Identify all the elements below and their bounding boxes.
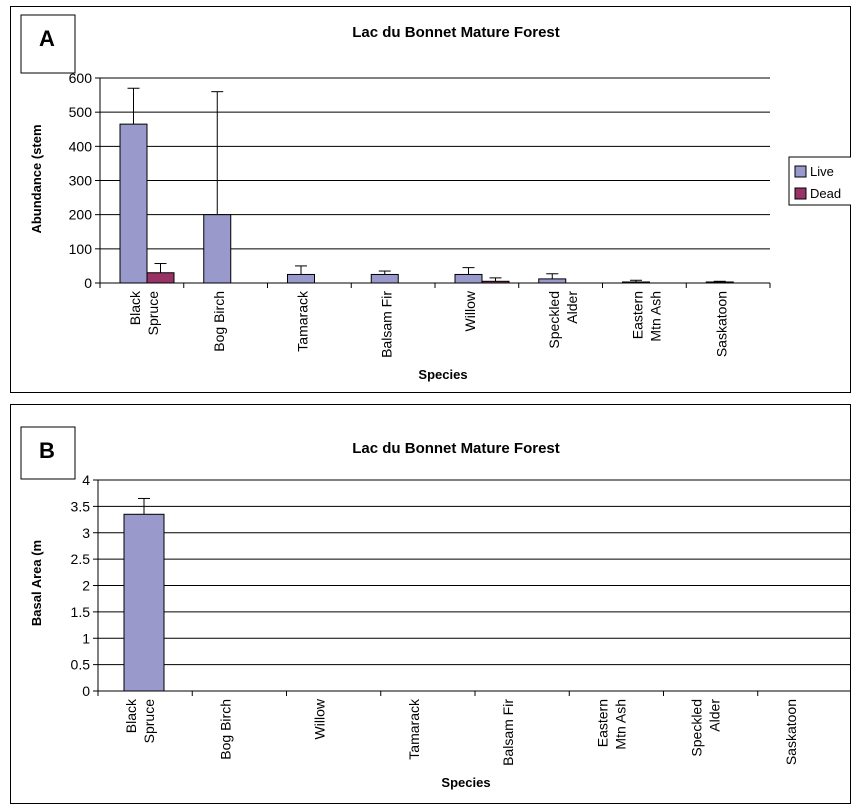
legend-swatch-live: [794, 165, 807, 178]
bar-live: [622, 281, 650, 284]
x-category-label: Balsam Fir: [378, 291, 394, 358]
x-axis-title: Species: [441, 775, 490, 790]
panel-letter-overlay: B: [39, 438, 55, 463]
legend-swatch-dead: [794, 187, 807, 200]
chart-panel-b: Lac du Bonnet Mature Forest B 0 0.5 1 1.5 2 2.5…: [10, 404, 851, 804]
y-tick-label: 0: [84, 275, 92, 291]
y-tick-label: 3.5: [71, 498, 91, 514]
legend-label-dead: Dead: [810, 186, 841, 201]
y-tick-label: 2: [82, 578, 90, 594]
chart-a-svg: Lac du Bonnet Mature Forest A 0 100 200 300 40…: [20, 14, 851, 382]
bar-live: [203, 214, 232, 284]
x-category-label: Alder: [564, 291, 580, 324]
x-category-label: Mtn Ash: [648, 291, 664, 342]
x-category-label: Willow: [312, 698, 328, 739]
y-axis-title: Abundance (stem: [29, 124, 44, 233]
bar-live: [454, 273, 483, 284]
x-category-label: Alder: [707, 699, 723, 732]
bar-value: [123, 513, 165, 692]
x-category-label: Saskatoon: [713, 291, 729, 357]
x-category-label: Mtn Ash: [612, 699, 628, 750]
x-category-label: Willow: [462, 290, 478, 331]
bar-live: [287, 273, 315, 284]
x-category-label: Saskatoon: [783, 699, 799, 765]
x-category-label: Bog Birch: [211, 291, 227, 352]
bar-live: [370, 273, 399, 284]
bar-live: [538, 278, 567, 284]
y-tick-label: 0: [82, 683, 90, 699]
chart-title: Lac du Bonnet Mature Forest: [352, 440, 560, 457]
x-category-label: Balsam Fir: [500, 699, 516, 766]
bar-dead: [146, 272, 175, 284]
panel-letter-box-overlay: [20, 14, 76, 74]
y-tick-label: 2.5: [71, 551, 91, 567]
y-tick-label: 500: [69, 104, 93, 120]
x-axis-title: Species: [418, 367, 467, 382]
x-category-label: Spruce: [141, 699, 157, 744]
x-category-label: Tamarack: [406, 698, 422, 760]
y-tick-label: 1: [82, 630, 90, 646]
bar-dead: [481, 280, 510, 284]
x-category-label: Speckled: [546, 291, 562, 349]
chart-b-svg: Lac du Bonnet Mature Forest B 0 0.5 1 1.5 2 2.5…: [20, 426, 851, 790]
x-category-label: Eastern: [630, 291, 646, 339]
y-tick-label: 100: [69, 241, 93, 257]
x-category-label: Tamarack: [295, 290, 311, 352]
chart-panel-a: Lac du Bonnet Mature Forest A 0 100 200 300 40…: [10, 6, 851, 393]
bar-live: [119, 123, 148, 284]
y-tick-label: 300: [69, 173, 93, 189]
y-tick-label: 400: [69, 138, 93, 154]
y-tick-label: 600: [69, 70, 93, 86]
panel-letter-overlay: A: [39, 26, 55, 51]
x-category-label: Spruce: [145, 291, 161, 336]
bar-live: [705, 281, 734, 284]
y-tick-label: 3: [82, 525, 90, 541]
legend-label-live: Live: [810, 164, 834, 179]
y-tick-label: 4: [82, 472, 90, 488]
x-category-label: Speckled: [689, 699, 705, 757]
x-category-label: Black: [123, 698, 139, 733]
y-axis-title: Basal Area (m: [29, 540, 44, 626]
y-tick-label: 0.5: [71, 657, 91, 673]
y-tick-label: 200: [69, 207, 93, 223]
y-tick-label: 1.5: [71, 604, 91, 620]
x-category-label: Eastern: [594, 699, 610, 747]
panel-letter-box-overlay: [20, 426, 76, 480]
x-category-label: Black: [127, 290, 143, 325]
x-category-label: Bog Birch: [217, 699, 233, 760]
chart-title: Lac du Bonnet Mature Forest: [352, 24, 560, 41]
